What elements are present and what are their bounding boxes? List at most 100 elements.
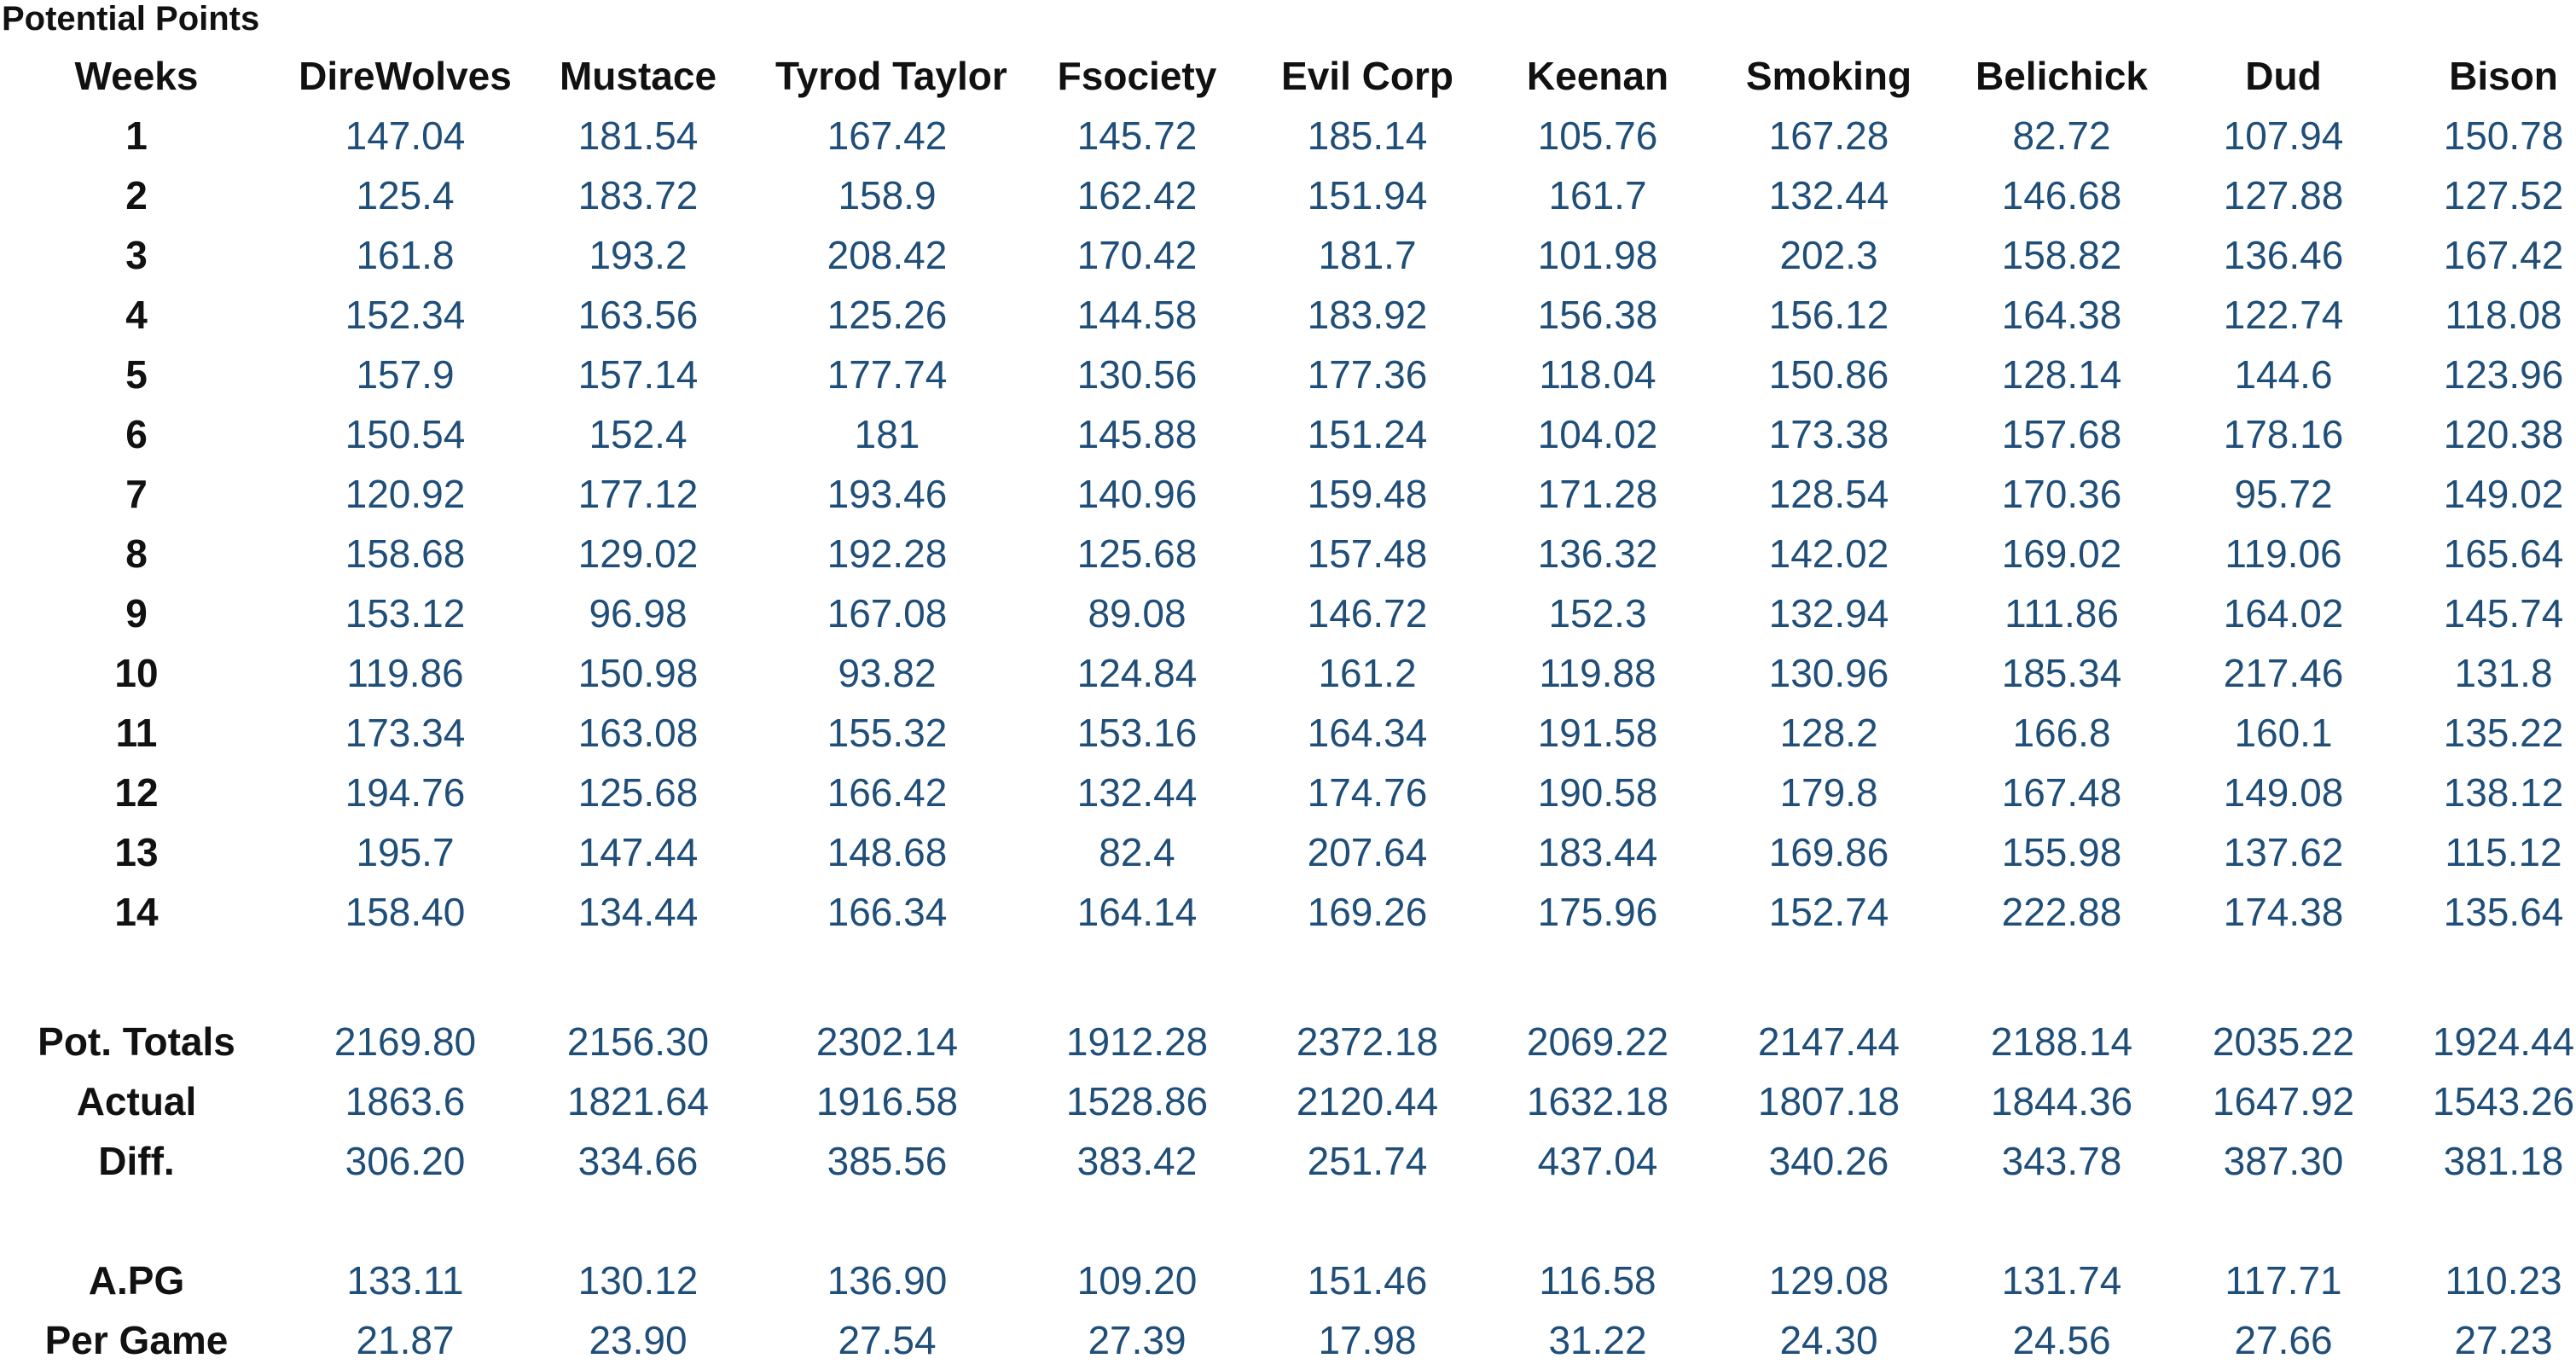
value-cell: 131.74 xyxy=(2001,1258,2122,1303)
value-cell: 202.3 xyxy=(1779,233,1878,277)
row-label: 14 xyxy=(114,890,159,934)
team-header-smoking: Smoking xyxy=(1745,54,1912,98)
value-cell: 170.36 xyxy=(2001,472,2122,516)
value-cell: 181 xyxy=(854,412,920,456)
value-cell: 385.56 xyxy=(827,1139,948,1183)
value-cell: 175.96 xyxy=(1537,890,1658,934)
week-row: 10 119.86 150.98 93.82 124.84 161.2 119.88 130.… xyxy=(0,643,2576,703)
value-cell: 89.08 xyxy=(1088,591,1186,636)
value-cell: 251.74 xyxy=(1307,1139,1428,1183)
value-cell: 23.90 xyxy=(589,1318,688,1362)
value-cell: 132.44 xyxy=(1076,770,1198,815)
value-cell: 183.72 xyxy=(577,173,699,218)
value-cell: 117.71 xyxy=(2225,1258,2342,1303)
value-cell: 1647.92 xyxy=(2212,1079,2355,1123)
value-cell: 132.94 xyxy=(1768,591,1889,636)
value-cell: 145.88 xyxy=(1076,412,1198,456)
week-row: 11 173.34 163.08 155.32 153.16 164.34 191.58 12… xyxy=(0,703,2576,763)
value-cell: 160.1 xyxy=(2234,711,2333,755)
team-header-fsociety: Fsociety xyxy=(1057,54,1217,98)
row-label: Actual xyxy=(76,1079,197,1123)
value-cell: 161.7 xyxy=(1548,173,1647,218)
row-label: 9 xyxy=(125,591,148,636)
value-cell: 128.14 xyxy=(2001,352,2122,397)
value-cell: 129.08 xyxy=(1768,1258,1889,1303)
value-cell: 174.38 xyxy=(2223,890,2344,934)
value-cell: 192.28 xyxy=(827,531,948,576)
value-cell: 167.42 xyxy=(2443,233,2564,277)
value-cell: 130.96 xyxy=(1768,651,1889,695)
value-cell: 164.14 xyxy=(1076,890,1198,934)
value-cell: 118.08 xyxy=(2445,293,2562,337)
value-cell: 171.28 xyxy=(1537,472,1658,516)
value-cell: 217.46 xyxy=(2223,651,2344,695)
value-cell: 177.74 xyxy=(827,352,948,397)
value-cell: 381.18 xyxy=(2443,1139,2564,1183)
value-cell: 152.3 xyxy=(1548,591,1647,636)
value-cell: 150.86 xyxy=(1768,352,1889,397)
value-cell: 151.46 xyxy=(1307,1258,1428,1303)
value-cell: 107.94 xyxy=(2223,113,2344,158)
value-cell: 1916.58 xyxy=(815,1079,959,1123)
value-cell: 208.42 xyxy=(827,233,948,277)
value-cell: 82.72 xyxy=(2012,113,2111,158)
value-cell: 163.56 xyxy=(577,293,699,337)
value-cell: 2188.14 xyxy=(1990,1019,2133,1064)
value-cell: 123.96 xyxy=(2443,352,2564,397)
value-cell: 1543.26 xyxy=(2432,1079,2575,1123)
value-cell: 169.26 xyxy=(1307,890,1428,934)
week-row: 12 194.76 125.68 166.42 132.44 174.76 190.58 17… xyxy=(0,763,2576,822)
value-cell: 167.08 xyxy=(827,591,948,636)
row-label: Pot. Totals xyxy=(38,1019,235,1064)
row-label: 6 xyxy=(125,412,148,456)
row-label: A.PG xyxy=(88,1258,185,1303)
team-header-evil-corp: Evil Corp xyxy=(1281,54,1453,98)
row-label: 11 xyxy=(115,711,158,755)
value-cell: 151.24 xyxy=(1307,412,1428,456)
value-cell: 132.44 xyxy=(1768,173,1889,218)
value-cell: 146.72 xyxy=(1307,591,1428,636)
value-cell: 153.12 xyxy=(345,591,466,636)
value-cell: 2302.14 xyxy=(815,1019,959,1064)
value-cell: 125.68 xyxy=(577,770,699,815)
value-cell: 131.8 xyxy=(2454,651,2553,695)
value-cell: 153.16 xyxy=(1076,711,1198,755)
value-cell: 125.26 xyxy=(827,293,948,337)
value-cell: 1821.64 xyxy=(566,1079,710,1123)
value-cell: 173.34 xyxy=(345,711,466,755)
value-cell: 119.06 xyxy=(2225,531,2342,576)
value-cell: 137.62 xyxy=(2223,830,2344,874)
team-header-keenan: Keenan xyxy=(1526,54,1669,98)
value-cell: 130.12 xyxy=(577,1258,699,1303)
value-cell: 166.42 xyxy=(827,770,948,815)
value-cell: 165.64 xyxy=(2443,531,2564,576)
value-cell: 144.6 xyxy=(2234,352,2333,397)
value-cell: 142.02 xyxy=(1768,531,1889,576)
week-row: 4 152.34 163.56 125.26 144.58 183.92 156.38 156… xyxy=(0,285,2576,345)
value-cell: 190.58 xyxy=(1537,770,1658,815)
value-cell: 207.64 xyxy=(1307,830,1428,874)
week-row: 7 120.92 177.12 193.46 140.96 159.48 171.28 128… xyxy=(0,464,2576,524)
totals-row-actual: Actual 1863.6 1821.64 1916.58 1528.86 2120.44… xyxy=(0,1071,2576,1131)
value-cell: 27.23 xyxy=(2454,1318,2553,1362)
week-row: 13 195.7 147.44 148.68 82.4 207.64 183.44 169.8… xyxy=(0,822,2576,882)
row-label: 4 xyxy=(125,293,148,337)
value-cell: 156.12 xyxy=(1768,293,1889,337)
value-cell: 128.54 xyxy=(1768,472,1889,516)
value-cell: 109.20 xyxy=(1076,1258,1198,1303)
value-cell: 340.26 xyxy=(1768,1139,1889,1183)
value-cell: 157.68 xyxy=(2001,412,2122,456)
value-cell: 181.7 xyxy=(1318,233,1417,277)
value-cell: 193.2 xyxy=(589,233,688,277)
value-cell: 136.90 xyxy=(827,1258,948,1303)
value-cell: 383.42 xyxy=(1076,1139,1198,1183)
value-cell: 167.48 xyxy=(2001,770,2122,815)
value-cell: 127.52 xyxy=(2443,173,2564,218)
value-cell: 101.98 xyxy=(1537,233,1658,277)
value-cell: 162.42 xyxy=(1076,173,1198,218)
average-row-a-pg: A.PG 133.11 130.12 136.90 109.20 151.46 116.58… xyxy=(0,1251,2576,1310)
week-row: 2 125.4 183.72 158.9 162.42 151.94 161.7 132.44… xyxy=(0,165,2576,225)
value-cell: 158.82 xyxy=(2001,233,2122,277)
team-header-direwolves: DireWolves xyxy=(299,54,512,98)
